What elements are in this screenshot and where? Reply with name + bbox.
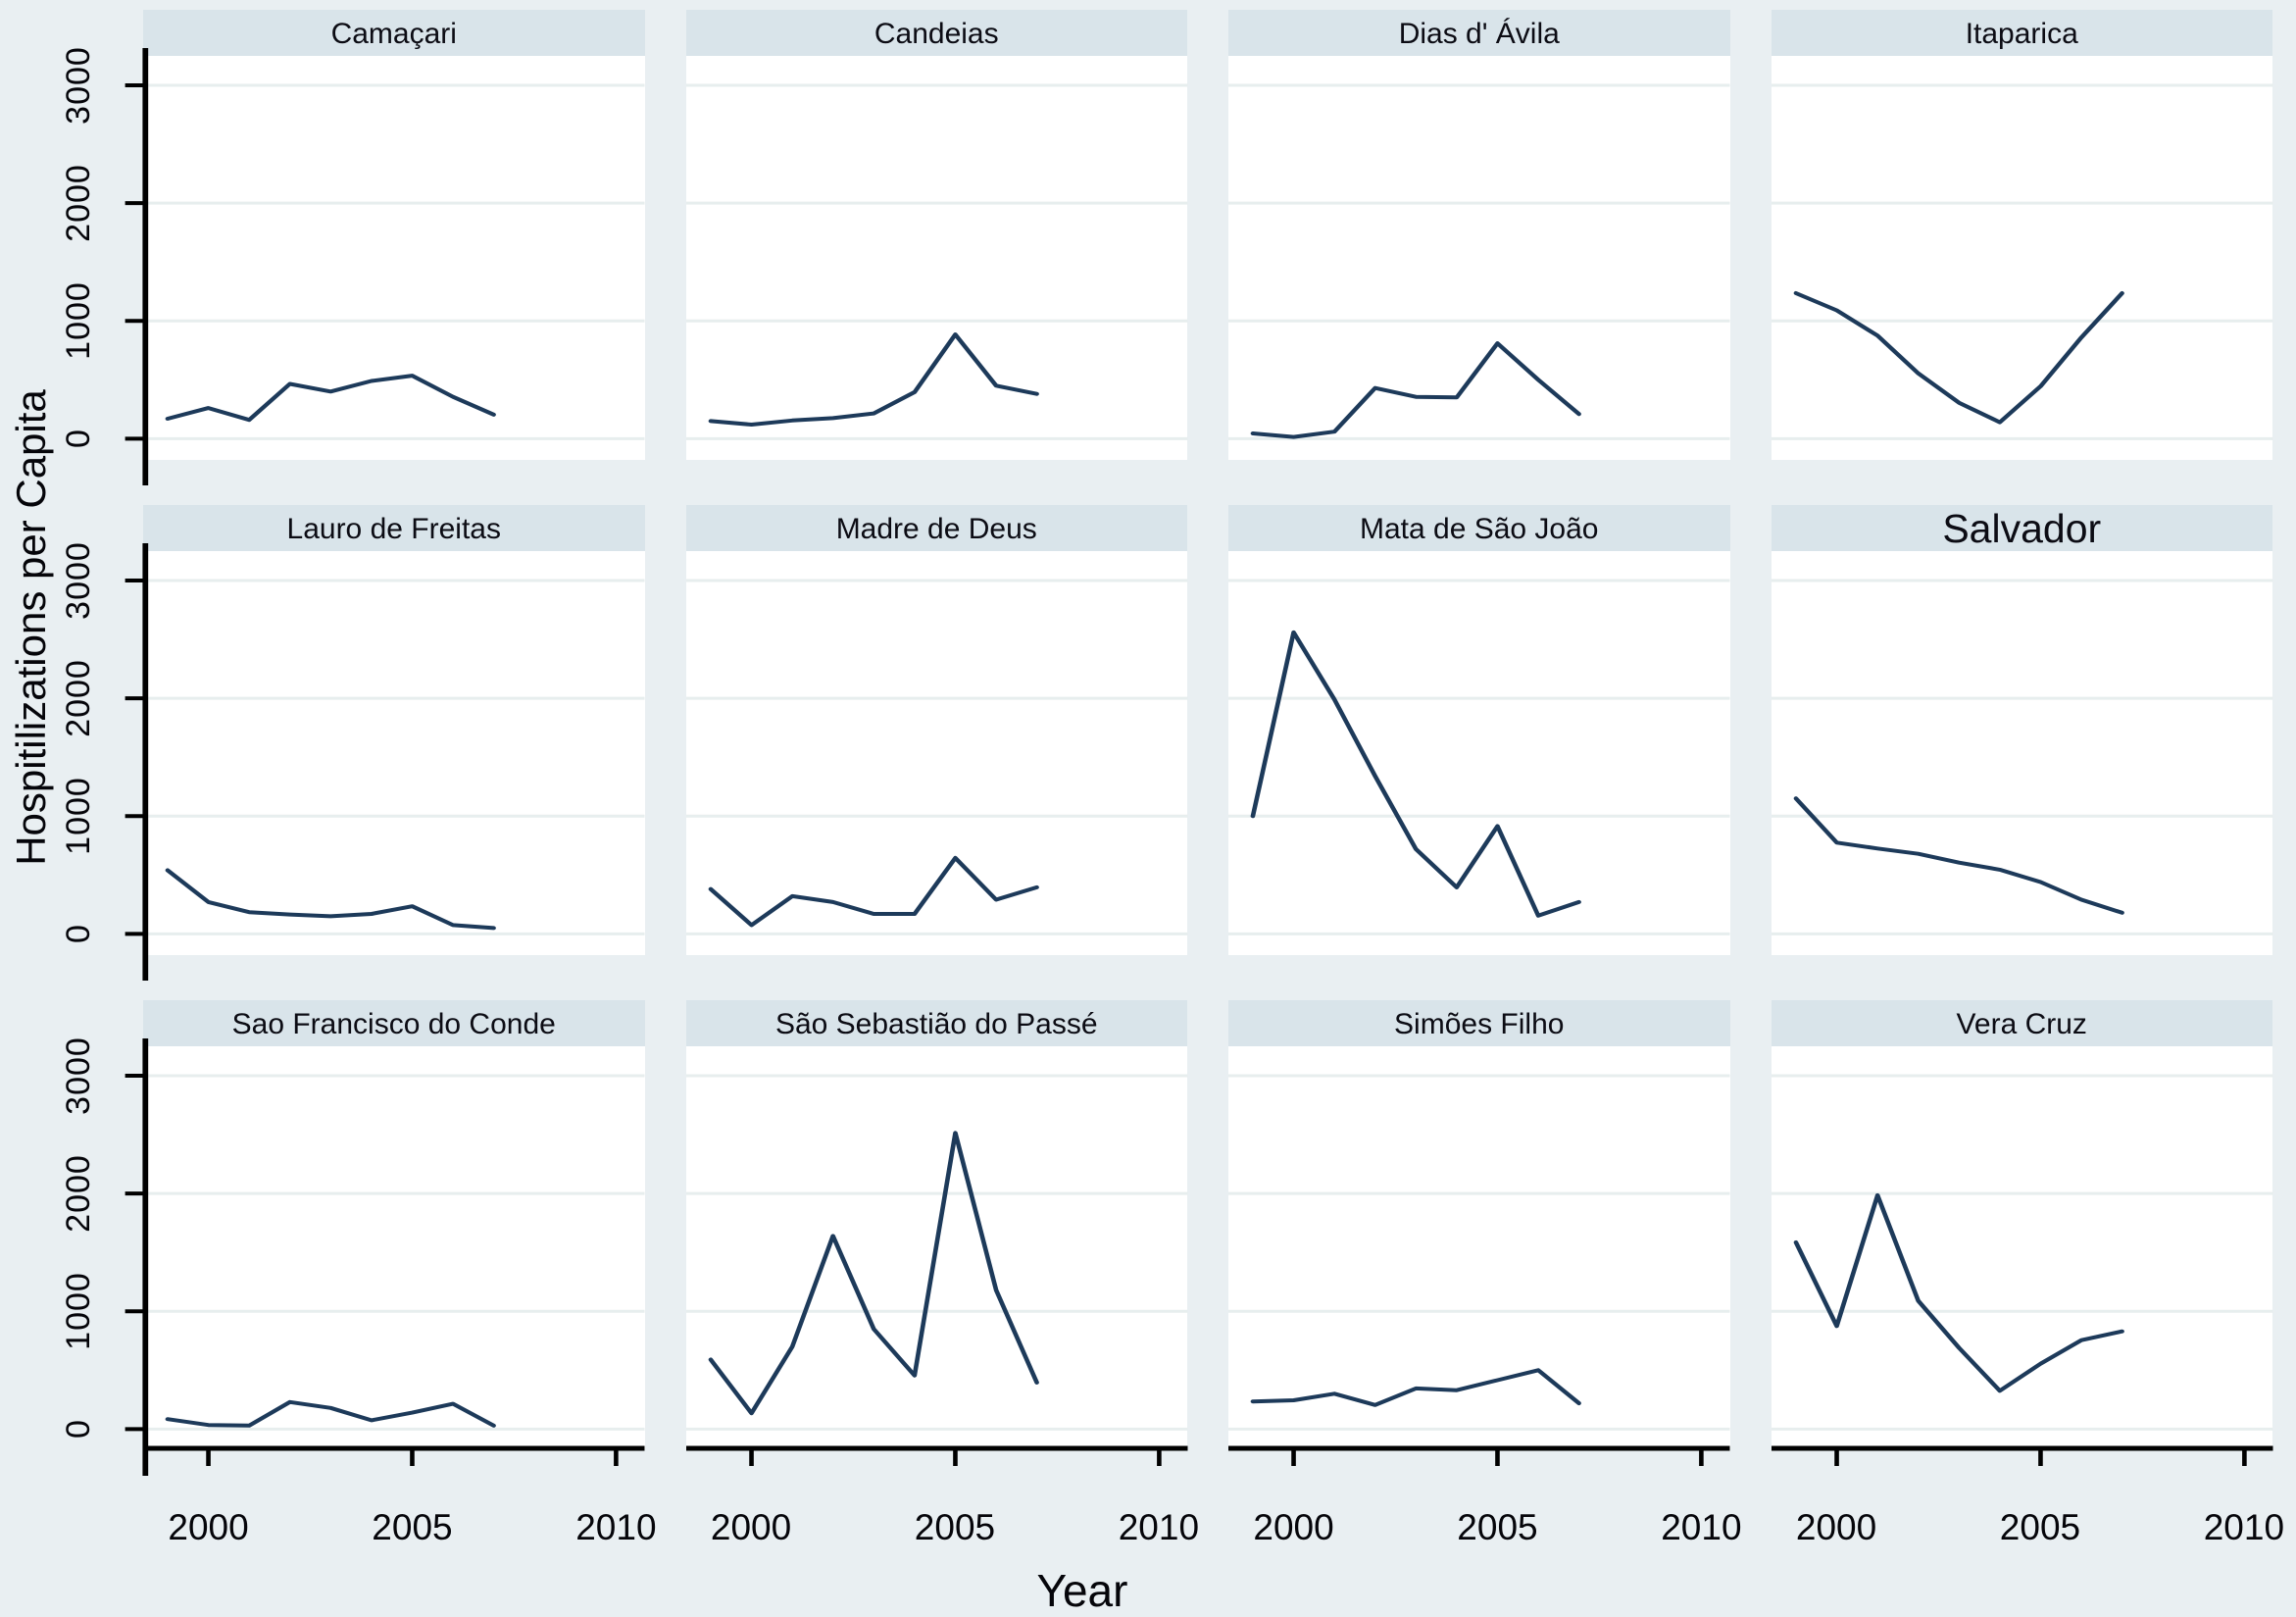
panel-plot: [1771, 1046, 2272, 1466]
y-tick-label: 3000: [60, 46, 97, 125]
data-line: [165, 374, 496, 423]
panel-vera-cruz: Vera Cruz: [1771, 1000, 2272, 1466]
panel-title: Simões Filho: [1228, 1000, 1730, 1046]
data-line: [708, 855, 1039, 928]
panel-title: Dias d' Ávila: [1228, 10, 1730, 56]
x-tick-label: 2005: [372, 1507, 453, 1547]
x-tick-label: 2010: [1661, 1507, 1742, 1547]
panel-plot: [1771, 56, 2272, 460]
x-tick-label: 2005: [1999, 1507, 2081, 1547]
data-line: [708, 1131, 1039, 1416]
y-tick-label: 0: [60, 429, 97, 449]
x-axis-labels-col-3: 2000 2005 2010: [1228, 1495, 1741, 1556]
data-line: [1250, 341, 1581, 439]
x-tick-label: 2000: [168, 1507, 249, 1547]
y-tick-label: 2000: [60, 164, 97, 242]
data-line: [165, 1399, 496, 1428]
data-line: [165, 868, 496, 931]
x-axis-labels-col-1: 2000 2005 2010: [143, 1495, 656, 1556]
x-tick-label: 2010: [1118, 1507, 1200, 1547]
y-tick-label: 0: [60, 924, 97, 944]
chart-row-2: 0 1000 2000 3000 Lauro de Freitas Madre de D…: [0, 505, 2272, 981]
x-tick-label: 2000: [1795, 1507, 1877, 1547]
chart-row-3: 0 1000 2000 3000 Sao Francisco do Conde São …: [0, 1000, 2272, 1476]
y-axis-tick-labels-row-2: 0 1000 2000 3000: [0, 505, 143, 955]
data-line: [1793, 1192, 2124, 1393]
panel-title: Sao Francisco do Conde: [143, 1000, 645, 1046]
panel-lauro-de-freitas: Lauro de Freitas: [125, 505, 645, 981]
data-line: [1250, 1368, 1581, 1407]
x-tick-label: 2000: [1253, 1507, 1334, 1547]
panel-plot: [1771, 551, 2272, 955]
panel-title: Lauro de Freitas: [143, 505, 645, 551]
y-tick-label: 1000: [60, 777, 97, 856]
y-axis-tick-labels-row-3: 0 1000 2000 3000: [0, 1000, 143, 1450]
panel-plot: [1228, 1046, 1730, 1466]
x-axis-gutter-spacer: [0, 1495, 143, 1556]
panel-title: Madre de Deus: [685, 505, 1187, 551]
y-tick-label: 2000: [60, 659, 97, 737]
y-tick-label: 1000: [60, 1272, 97, 1351]
panel-plot: [125, 543, 645, 981]
panel-simoes-filho: Simões Filho: [1228, 1000, 1730, 1466]
panel-candeias: Candeias: [685, 10, 1187, 460]
data-line: [1793, 291, 2124, 425]
panel-title: Vera Cruz: [1771, 1000, 2272, 1046]
y-tick-label: 3000: [60, 1036, 97, 1115]
y-tick-label: 1000: [60, 281, 97, 361]
panel-plot: [1228, 551, 1730, 955]
panel-title: Mata de São João: [1228, 505, 1730, 551]
panel-title: Camaçari: [143, 10, 645, 56]
x-axis-labels-col-4: 2000 2005 2010: [1772, 1495, 2284, 1556]
y-tick-label: 2000: [60, 1154, 97, 1233]
panel-plot: [685, 1046, 1187, 1466]
x-axis-title: Year: [1036, 1565, 1128, 1616]
x-tick-label: 2010: [2203, 1507, 2285, 1547]
panel-plot: [125, 1038, 645, 1476]
panel-plot: [685, 56, 1187, 460]
panel-itaparica: Itaparica: [1771, 10, 2272, 460]
data-line: [1793, 796, 2124, 915]
panel-mata-de-sao-joao: Mata de São João: [1228, 505, 1730, 955]
x-tick-label: 2005: [1457, 1507, 1538, 1547]
data-line: [1250, 630, 1581, 918]
panel-camacari: Camaçari: [125, 10, 645, 485]
panel-madre-de-deus: Madre de Deus: [685, 505, 1187, 955]
panel-plot: [685, 551, 1187, 955]
panel-dias-d-avila: Dias d' Ávila: [1228, 10, 1730, 460]
x-tick-label: 2005: [914, 1507, 996, 1547]
panel-title: São Sebastião do Passé: [685, 1000, 1187, 1046]
x-tick-label: 2010: [575, 1507, 657, 1547]
y-axis-tick-labels-row-1: 0 1000 2000 3000: [0, 10, 143, 460]
x-axis-labels: 2000 2005 2010 2000 2005 2010 2000 2005 2010 2…: [0, 1495, 2284, 1556]
data-line: [708, 332, 1039, 427]
x-axis-labels-col-2: 2000 2005 2010: [686, 1495, 1199, 1556]
panel-sao-francisco-do-conde: Sao Francisco do Conde: [125, 1000, 645, 1476]
y-tick-label: 3000: [60, 541, 97, 620]
panel-plot: [125, 48, 645, 485]
panel-salvador: Salvador: [1771, 505, 2272, 955]
x-tick-label: 2000: [710, 1507, 792, 1547]
panel-title: Candeias: [685, 10, 1187, 56]
panel-title: Itaparica: [1771, 10, 2272, 56]
panel-plot: [1228, 56, 1730, 460]
y-tick-label: 0: [60, 1419, 97, 1440]
panel-title: Salvador: [1771, 505, 2272, 551]
chart-row-1: 0 1000 2000 3000 Camaçari Candeias Dias d' Áv…: [0, 10, 2272, 485]
panel-sao-sebastiao-do-passe: São Sebastião do Passé: [685, 1000, 1187, 1466]
